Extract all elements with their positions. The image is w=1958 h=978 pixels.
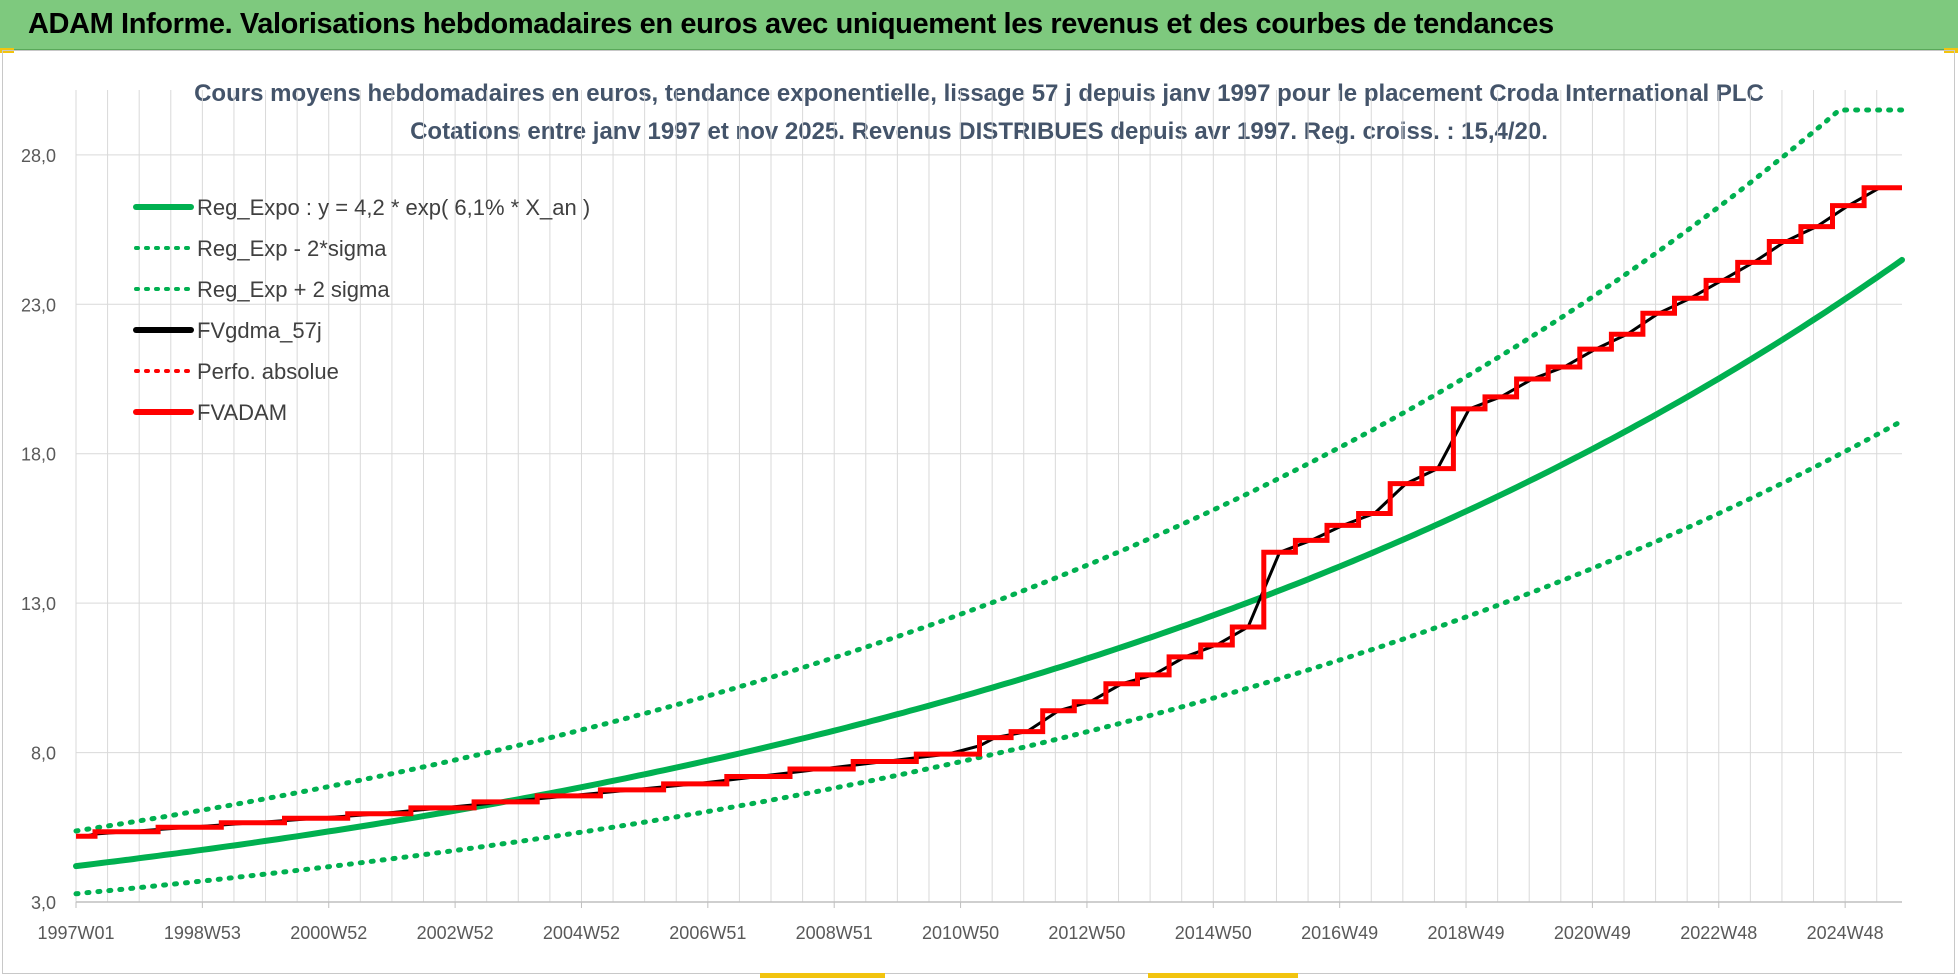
- legend-label: Reg_Exp + 2 sigma: [197, 277, 390, 302]
- legend: Reg_Expo : y = 4,2 * exp( 6,1% * X_an ) R…: [133, 195, 590, 425]
- y-tick-label: 3,0: [31, 893, 56, 913]
- x-tick-label: 2020W49: [1554, 923, 1631, 943]
- x-tick-label: 2014W50: [1175, 923, 1252, 943]
- sigma-band-line: [73, 107, 1905, 834]
- legend-label: Reg_Expo : y = 4,2 * exp( 6,1% * X_an ): [197, 195, 590, 220]
- y-tick-label: 28,0: [21, 146, 56, 166]
- gridlines: [75, 90, 1902, 903]
- x-tick-label: 2006W51: [669, 923, 746, 943]
- x-tick-label: 2002W52: [417, 923, 494, 943]
- x-tick-label: 2008W51: [796, 923, 873, 943]
- x-axis: 1997W01 1998W53 2000W52 2002W52 2004W52 2006W…: [37, 901, 1902, 943]
- x-tick-label: 2024W48: [1807, 923, 1884, 943]
- reg-expo-line: [73, 256, 1905, 870]
- x-tick-label: 2022W48: [1680, 923, 1757, 943]
- sigma-band-line: [73, 418, 1905, 897]
- x-tick-label: 2016W49: [1301, 923, 1378, 943]
- x-tick-label: 2012W50: [1048, 923, 1125, 943]
- y-axis: 3,0 8,0 13,0 18,0 23,0 28,0: [21, 146, 56, 913]
- y-tick-label: 23,0: [21, 295, 56, 315]
- x-tick-label: 2004W52: [543, 923, 620, 943]
- chart-title-line2: Cotations entre janv 1997 et nov 2025. R…: [410, 118, 1548, 145]
- x-tick-label: 1997W01: [37, 923, 114, 943]
- legend-label: Perfo. absolue: [197, 359, 339, 384]
- x-tick-label: 1998W53: [164, 923, 241, 943]
- bottom-marker-1: [760, 973, 885, 978]
- legend-label: Reg_Exp - 2*sigma: [197, 236, 387, 261]
- x-tick-label: 2000W52: [290, 923, 367, 943]
- y-tick-label: 13,0: [21, 594, 56, 614]
- x-tick-label: 2010W50: [922, 923, 999, 943]
- series-lines: [73, 107, 1905, 897]
- bottom-marker-2: [1148, 973, 1298, 978]
- chart-frame: [2, 50, 1955, 974]
- report-title: ADAM Informe. Valorisations hebdomadaire…: [28, 8, 1554, 40]
- legend-label: FVgdma_57j: [197, 318, 322, 343]
- legend-label: FVADAM: [197, 400, 287, 425]
- chart-title-line1: Cours moyens hebdomadaires en euros, ten…: [194, 80, 1764, 107]
- y-tick-label: 8,0: [31, 744, 56, 764]
- report-banner: ADAM Informe. Valorisations hebdomadaire…: [0, 0, 1958, 50]
- fvadam-line: [76, 185, 1902, 839]
- y-tick-label: 18,0: [21, 445, 56, 465]
- x-tick-label: 2018W49: [1428, 923, 1505, 943]
